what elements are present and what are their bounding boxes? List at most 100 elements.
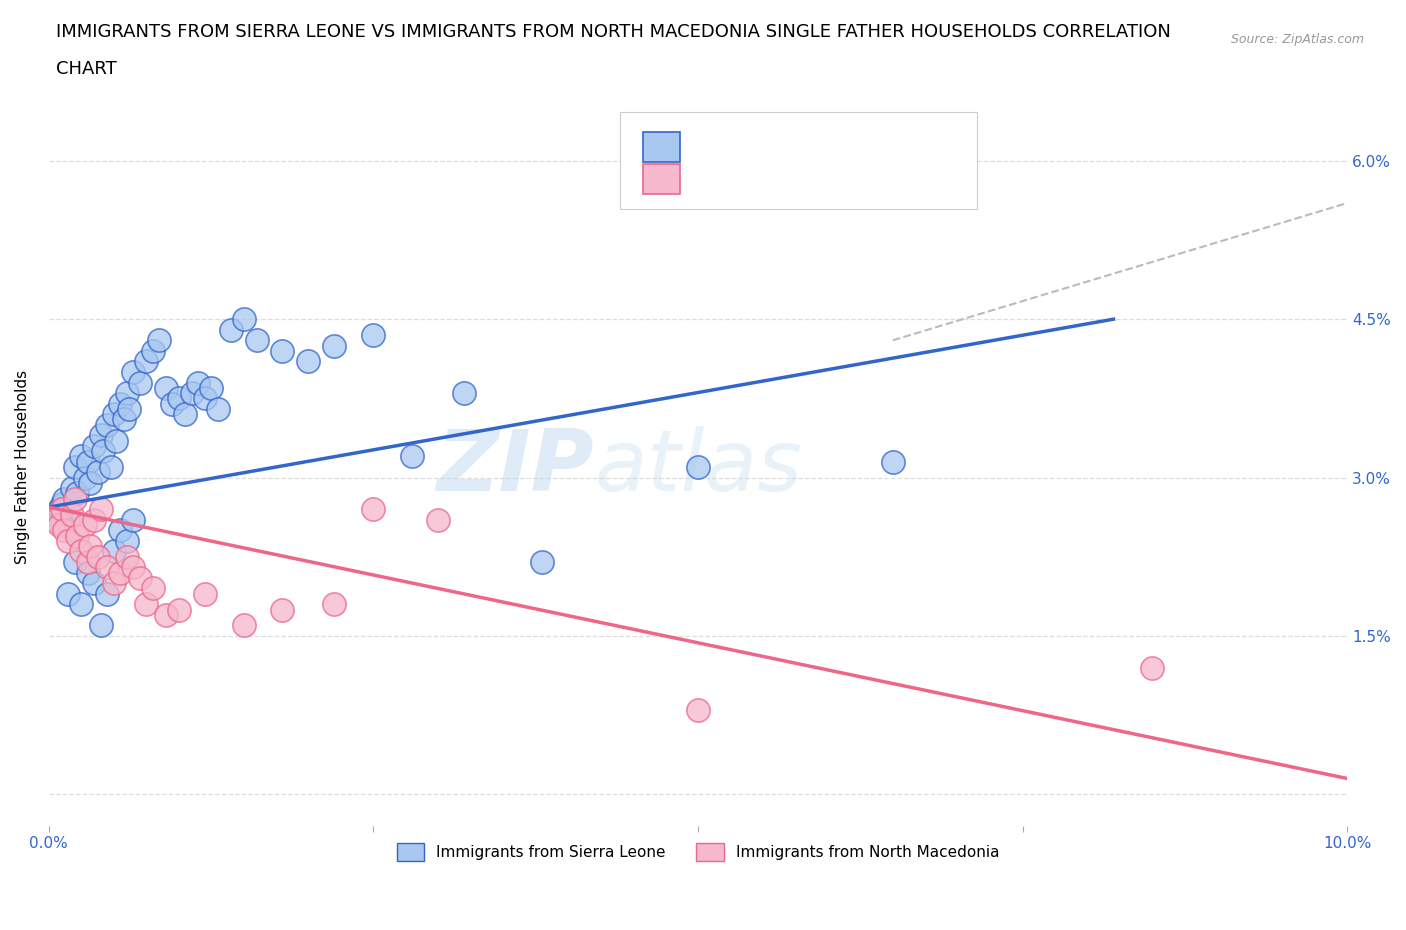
Point <box>87 550 110 565</box>
Point <box>103 544 125 559</box>
Point <box>142 581 165 596</box>
Point <box>58 586 80 601</box>
Point <box>83 576 105 591</box>
Point <box>66 528 89 543</box>
Point <box>51 502 73 517</box>
Point <box>76 565 98 580</box>
Point <box>100 459 122 474</box>
Point <box>44 507 66 522</box>
Point <box>96 586 118 601</box>
Point <box>882 454 904 469</box>
Point <box>70 597 93 612</box>
Point <box>135 354 157 369</box>
Text: R =: R = <box>711 138 754 157</box>
FancyBboxPatch shape <box>644 132 681 162</box>
Point <box>108 396 131 411</box>
Point <box>44 512 66 527</box>
Point <box>58 512 80 527</box>
Point <box>232 312 254 326</box>
Point <box>122 365 145 379</box>
Point <box>323 597 346 612</box>
Point <box>363 327 385 342</box>
Point <box>155 380 177 395</box>
Text: IMMIGRANTS FROM SIERRA LEONE VS IMMIGRANTS FROM NORTH MACEDONIA SINGLE FATHER HO: IMMIGRANTS FROM SIERRA LEONE VS IMMIGRAN… <box>56 23 1171 41</box>
Point <box>53 523 76 538</box>
Point <box>271 343 294 358</box>
Point <box>232 618 254 632</box>
Point <box>193 391 215 405</box>
Point <box>363 502 385 517</box>
Point <box>122 512 145 527</box>
Point <box>60 481 83 496</box>
Y-axis label: Single Father Households: Single Father Households <box>15 370 30 565</box>
Point <box>87 465 110 480</box>
Point <box>128 375 150 390</box>
Point <box>200 380 222 395</box>
Point <box>103 576 125 591</box>
Text: -0.360: -0.360 <box>755 170 824 190</box>
Point <box>63 554 86 569</box>
Point <box>63 491 86 506</box>
Point <box>103 406 125 421</box>
Point <box>427 512 450 527</box>
Point <box>142 343 165 358</box>
Point <box>70 449 93 464</box>
Point <box>122 560 145 575</box>
Text: 62: 62 <box>877 138 904 157</box>
Text: 0.330: 0.330 <box>755 138 823 157</box>
Point <box>83 438 105 453</box>
Point <box>96 418 118 432</box>
Point <box>105 433 128 448</box>
Point <box>160 396 183 411</box>
Point <box>91 444 114 458</box>
Text: ZIP: ZIP <box>436 426 595 509</box>
Point <box>115 386 138 401</box>
Point <box>76 454 98 469</box>
Point <box>48 518 70 533</box>
Point <box>180 386 202 401</box>
Point <box>167 391 190 405</box>
Point <box>96 560 118 575</box>
Point <box>686 702 709 717</box>
Point <box>453 386 475 401</box>
Point <box>245 333 267 348</box>
Point <box>48 502 70 517</box>
Point <box>51 518 73 533</box>
Point <box>323 339 346 353</box>
Text: N =: N = <box>832 138 887 157</box>
Point <box>193 586 215 601</box>
Point <box>108 565 131 580</box>
Point <box>90 618 112 632</box>
FancyBboxPatch shape <box>620 112 977 208</box>
Point <box>90 502 112 517</box>
Point <box>271 602 294 617</box>
Point <box>174 406 197 421</box>
Point <box>108 523 131 538</box>
Point <box>401 449 423 464</box>
Point <box>531 554 554 569</box>
Text: CHART: CHART <box>56 60 117 78</box>
Point <box>75 518 97 533</box>
Point <box>83 512 105 527</box>
Text: R =: R = <box>711 170 754 190</box>
Legend: Immigrants from Sierra Leone, Immigrants from North Macedonia: Immigrants from Sierra Leone, Immigrants… <box>389 836 1007 869</box>
Point <box>79 538 101 553</box>
Point <box>112 412 135 427</box>
Point <box>76 554 98 569</box>
Point <box>70 544 93 559</box>
Text: atlas: atlas <box>595 426 803 509</box>
Point <box>115 534 138 549</box>
Point <box>207 402 229 417</box>
Point <box>128 570 150 585</box>
Point <box>51 497 73 512</box>
Point <box>1142 660 1164 675</box>
Point <box>118 402 141 417</box>
Point <box>686 459 709 474</box>
Point <box>115 550 138 565</box>
Point <box>63 459 86 474</box>
Point <box>79 475 101 490</box>
Text: Source: ZipAtlas.com: Source: ZipAtlas.com <box>1230 33 1364 46</box>
Text: N =: N = <box>832 170 887 190</box>
Point <box>187 375 209 390</box>
Point <box>148 333 170 348</box>
